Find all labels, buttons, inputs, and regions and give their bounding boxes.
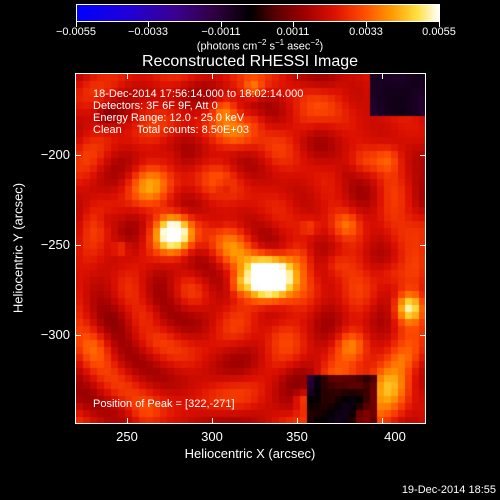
colorbar-tick-label: 0.0033	[349, 26, 383, 38]
colorbar-tick-label: −0.0055	[55, 26, 97, 38]
y-axis-title: Heliocentric Y (arcsec)	[10, 182, 26, 314]
colorbar	[76, 4, 440, 22]
y-tick	[420, 155, 426, 156]
y-tick	[420, 335, 426, 336]
detectors-text: Detectors: 3F 6F 9F, Att 0	[93, 100, 218, 112]
colorbar-tick	[366, 22, 367, 27]
x-tick	[297, 418, 298, 424]
x-tick	[127, 73, 128, 79]
x-tick	[127, 418, 128, 424]
colorbar-tick	[76, 22, 77, 27]
clean-counts-text: Clean Total counts: 8.50E+03	[93, 124, 250, 136]
y-tick-label: −200	[40, 147, 70, 162]
x-tick	[297, 73, 298, 79]
peak-position-text: Position of Peak = [322,-271]	[93, 398, 235, 410]
colorbar-tick-label: −0.0033	[127, 26, 169, 38]
y-tick	[75, 155, 81, 156]
plot-title: Reconstructed RHESSI Image	[141, 53, 359, 70]
x-axis-title: Heliocentric X (arcsec)	[184, 446, 316, 461]
y-tick-label: −300	[40, 327, 70, 342]
y-tick	[75, 245, 81, 246]
x-tick-label: 250	[116, 429, 138, 444]
colorbar-tick	[439, 22, 440, 27]
x-tick	[382, 418, 383, 424]
colorbar-tick	[221, 22, 222, 27]
x-tick-label: 350	[286, 429, 308, 444]
colorbar-tick-label: 0.0011	[276, 26, 310, 38]
y-tick	[75, 335, 81, 336]
y-tick	[420, 245, 426, 246]
colorbar-tick	[293, 22, 294, 27]
footer-timestamp: 19-Dec-2014 18:55	[401, 484, 496, 496]
rhessi-image-heatmap	[76, 74, 425, 423]
image-plot	[75, 73, 426, 424]
colorbar-tick-label: 0.0055	[422, 26, 456, 38]
x-tick	[382, 73, 383, 79]
energy-range-text: Energy Range: 12.0 - 25.0 keV	[93, 112, 245, 124]
colorbar-tick	[148, 22, 149, 27]
y-tick-label: −250	[40, 237, 70, 252]
x-tick-label: 400	[384, 429, 406, 444]
colorbar-units: (photons cm−2 s−1 asec−2)	[196, 38, 324, 53]
colorbar-tick-label: −0.0011	[201, 26, 241, 38]
time-range-text: 18-Dec-2014 17:56:14.000 to 18:02:14.000	[93, 88, 304, 100]
x-tick	[212, 73, 213, 79]
x-tick	[212, 418, 213, 424]
x-tick-label: 300	[201, 429, 223, 444]
